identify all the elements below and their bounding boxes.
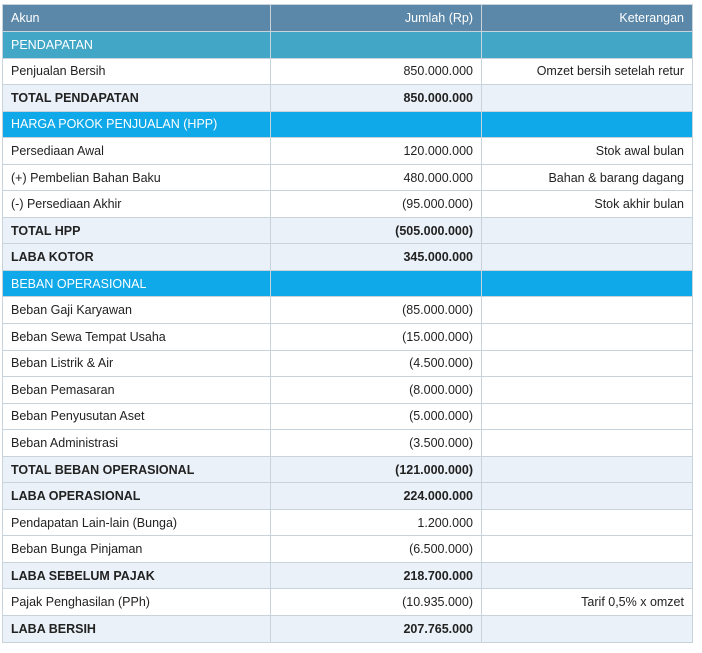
cell-jumlah: (15.000.000)	[270, 323, 482, 351]
cell-akun: PENDAPATAN	[2, 31, 271, 59]
cell-jumlah: (85.000.000)	[270, 296, 482, 325]
table-row: Beban Penyusutan Aset (5.000.000)	[2, 402, 693, 431]
cell-akun: Beban Administrasi	[2, 429, 271, 457]
cell-keterangan	[481, 376, 693, 404]
header-akun: Akun	[2, 4, 271, 32]
cell-jumlah: 345.000.000	[270, 243, 482, 271]
total-row: TOTAL HPP (505.000.000)	[2, 216, 693, 245]
cell-akun: (-) Persediaan Akhir	[2, 190, 271, 218]
table-row: Persediaan Awal 120.000.000 Stok awal bula…	[2, 137, 693, 165]
cell-keterangan	[481, 31, 693, 59]
cell-keterangan	[481, 216, 693, 245]
cell-akun: LABA SEBELUM PAJAK	[2, 561, 271, 590]
cell-keterangan	[481, 535, 693, 563]
cell-akun: LABA BERSIH	[2, 615, 271, 643]
header-keterangan: Keterangan	[481, 4, 693, 32]
cell-keterangan: Stok akhir bulan	[481, 190, 693, 218]
cell-akun: Pajak Penghasilan (PPh)	[2, 588, 271, 617]
cell-jumlah: 120.000.000	[270, 137, 482, 165]
cell-keterangan: Bahan & barang dagang	[481, 163, 693, 192]
cell-jumlah: (5.000.000)	[270, 402, 482, 431]
cell-keterangan	[481, 402, 693, 431]
total-row: LABA OPERASIONAL 224.000.000	[2, 482, 693, 510]
table-header-row: Akun Jumlah (Rp) Keterangan	[2, 4, 693, 32]
cell-keterangan	[481, 508, 693, 537]
cell-akun: Beban Sewa Tempat Usaha	[2, 323, 271, 351]
cell-keterangan	[481, 323, 693, 351]
cell-jumlah: (3.500.000)	[270, 429, 482, 457]
section-header-row: PENDAPATAN	[2, 31, 693, 59]
cell-akun: HARGA POKOK PENJUALAN (HPP)	[2, 110, 271, 139]
cell-keterangan	[481, 243, 693, 271]
cell-jumlah: 207.765.000	[270, 615, 482, 643]
cell-jumlah: (121.000.000)	[270, 455, 482, 484]
section-header-row: BEBAN OPERASIONAL	[2, 269, 693, 298]
header-jumlah: Jumlah (Rp)	[270, 4, 482, 32]
cell-jumlah	[270, 269, 482, 298]
total-row: TOTAL PENDAPATAN 850.000.000	[2, 84, 693, 112]
cell-akun: Beban Pemasaran	[2, 376, 271, 404]
section-header-row: HARGA POKOK PENJUALAN (HPP)	[2, 110, 693, 139]
cell-jumlah: 224.000.000	[270, 482, 482, 510]
table-row: Penjualan Bersih 850.000.000 Omzet bersih …	[2, 57, 693, 86]
table-row: Beban Administrasi (3.500.000)	[2, 429, 693, 457]
cell-jumlah: 218.700.000	[270, 561, 482, 590]
cell-keterangan: Omzet bersih setelah retur	[481, 57, 693, 86]
cell-keterangan	[481, 615, 693, 643]
cell-akun: TOTAL HPP	[2, 216, 271, 245]
table-row: Beban Pemasaran (8.000.000)	[2, 376, 693, 404]
total-row: LABA SEBELUM PAJAK 218.700.000	[2, 561, 693, 590]
cell-jumlah: 850.000.000	[270, 57, 482, 86]
cell-jumlah: 480.000.000	[270, 163, 482, 192]
table-row: (-) Persediaan Akhir (95.000.000) Stok akh…	[2, 190, 693, 218]
income-statement-table: Akun Jumlah (Rp) Keterangan PENDAPATAN Pe…	[2, 4, 693, 643]
cell-keterangan	[481, 429, 693, 457]
cell-keterangan: Stok awal bulan	[481, 137, 693, 165]
cell-jumlah	[270, 31, 482, 59]
cell-jumlah: (505.000.000)	[270, 216, 482, 245]
total-row: TOTAL BEBAN OPERASIONAL (121.000.000)	[2, 455, 693, 484]
cell-akun: Beban Bunga Pinjaman	[2, 535, 271, 563]
cell-jumlah: (4.500.000)	[270, 349, 482, 378]
cell-keterangan	[481, 482, 693, 510]
total-row: LABA BERSIH 207.765.000	[2, 615, 693, 643]
table-row: Pajak Penghasilan (PPh) (10.935.000) Tarif…	[2, 588, 693, 617]
table-row: Beban Bunga Pinjaman (6.500.000)	[2, 535, 693, 563]
income-statement: Akun Jumlah (Rp) Keterangan PENDAPATAN Pe…	[2, 4, 693, 643]
cell-akun: Pendapatan Lain-lain (Bunga)	[2, 508, 271, 537]
cell-keterangan	[481, 269, 693, 298]
cell-akun: LABA OPERASIONAL	[2, 482, 271, 510]
cell-akun: TOTAL PENDAPATAN	[2, 84, 271, 112]
table-row: Pendapatan Lain-lain (Bunga) 1.200.000	[2, 508, 693, 537]
cell-keterangan	[481, 296, 693, 325]
table-body: PENDAPATAN Penjualan Bersih 850.000.000 Omz…	[2, 31, 693, 643]
cell-keterangan	[481, 84, 693, 112]
cell-akun: LABA KOTOR	[2, 243, 271, 271]
cell-akun: TOTAL BEBAN OPERASIONAL	[2, 455, 271, 484]
cell-keterangan	[481, 561, 693, 590]
cell-akun: Beban Penyusutan Aset	[2, 402, 271, 431]
table-row: Beban Sewa Tempat Usaha (15.000.000)	[2, 323, 693, 351]
cell-keterangan	[481, 455, 693, 484]
cell-jumlah	[270, 110, 482, 139]
cell-jumlah: 850.000.000	[270, 84, 482, 112]
cell-akun: Beban Listrik & Air	[2, 349, 271, 378]
table-row: Beban Gaji Karyawan (85.000.000)	[2, 296, 693, 325]
cell-keterangan	[481, 349, 693, 378]
cell-jumlah: (10.935.000)	[270, 588, 482, 617]
cell-jumlah: (95.000.000)	[270, 190, 482, 218]
cell-jumlah: 1.200.000	[270, 508, 482, 537]
cell-jumlah: (6.500.000)	[270, 535, 482, 563]
cell-akun: Persediaan Awal	[2, 137, 271, 165]
cell-keterangan	[481, 110, 693, 139]
cell-keterangan: Tarif 0,5% x omzet	[481, 588, 693, 617]
cell-akun: Beban Gaji Karyawan	[2, 296, 271, 325]
total-row: LABA KOTOR 345.000.000	[2, 243, 693, 271]
cell-akun: BEBAN OPERASIONAL	[2, 269, 271, 298]
table-row: Beban Listrik & Air (4.500.000)	[2, 349, 693, 378]
cell-jumlah: (8.000.000)	[270, 376, 482, 404]
cell-akun: (+) Pembelian Bahan Baku	[2, 163, 271, 192]
cell-akun: Penjualan Bersih	[2, 57, 271, 86]
table-row: (+) Pembelian Bahan Baku 480.000.000 Bahan…	[2, 163, 693, 192]
